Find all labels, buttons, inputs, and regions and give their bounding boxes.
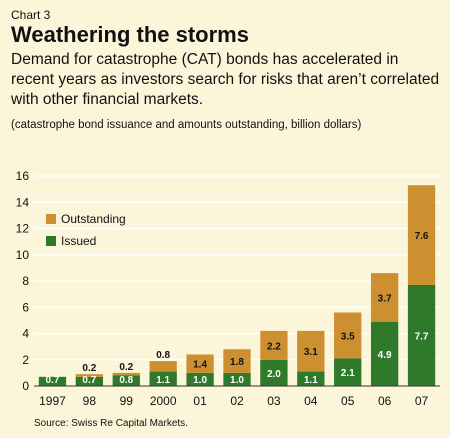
data-label-issued: 1.1 xyxy=(156,375,170,386)
bars xyxy=(38,185,436,386)
data-label-issued: 4.9 xyxy=(378,350,392,361)
bar-outstanding xyxy=(112,372,140,376)
data-labels: 0.7 0.70.20.80.21.10.81.01.41.01.82.02.21… xyxy=(46,231,429,386)
data-label-issued: 1.1 xyxy=(304,375,318,386)
x-tick-label: 99 xyxy=(120,394,134,408)
bar-issued xyxy=(75,376,104,386)
bar-issued xyxy=(370,321,399,386)
y-tick-label: 16 xyxy=(16,169,30,183)
x-tick-label: 2000 xyxy=(150,394,177,408)
x-tick-label: 05 xyxy=(341,394,355,408)
bar-outstanding xyxy=(407,185,436,285)
bar-outstanding xyxy=(149,361,177,372)
bar-issued xyxy=(38,376,67,386)
data-label-issued: 1.0 xyxy=(230,375,244,386)
data-label-outstanding: 0.8 xyxy=(156,350,170,361)
y-tick-label: 12 xyxy=(16,222,30,236)
bar-outstanding xyxy=(370,273,399,322)
y-tick-label: 2 xyxy=(22,353,29,367)
chart-title: Weathering the storms xyxy=(11,22,249,47)
bar-issued xyxy=(334,358,362,386)
data-label-outstanding: 1.4 xyxy=(193,360,207,371)
x-tick-label: 98 xyxy=(83,394,97,408)
y-tick-label: 8 xyxy=(22,274,29,288)
bar-outstanding xyxy=(260,330,288,360)
y-tick-label: 0 xyxy=(22,379,29,393)
data-label-issued: 1.0 xyxy=(193,375,207,386)
x-tick-label: 04 xyxy=(304,394,318,408)
y-tick-label: 14 xyxy=(16,195,30,209)
bar-issued xyxy=(297,371,325,386)
data-label-outstanding: 0.2 xyxy=(82,363,96,374)
data-label-outstanding: 3.1 xyxy=(304,347,318,358)
y-tick-label: 6 xyxy=(22,300,29,314)
chart-description: Demand for catastrophe (CAT) bonds has a… xyxy=(11,51,440,108)
bar-outstanding xyxy=(186,354,214,373)
bar-issued xyxy=(186,372,214,386)
bar-issued xyxy=(223,372,251,386)
x-tick-label: 06 xyxy=(378,394,392,408)
bar-outstanding xyxy=(223,349,251,373)
bar-issued xyxy=(149,371,177,386)
chart-number: Chart 3 xyxy=(11,8,51,22)
bar-outstanding xyxy=(297,330,325,372)
x-tick-label: 07 xyxy=(415,394,429,408)
bar-issued xyxy=(260,359,288,386)
x-tick-label: 1997 xyxy=(39,394,66,408)
bar-outstanding xyxy=(75,374,104,377)
data-label-outstanding: 1.8 xyxy=(230,357,244,368)
data-label-outstanding: 7.6 xyxy=(415,231,429,242)
y-tick-label: 10 xyxy=(16,248,30,262)
bar-issued xyxy=(112,375,140,386)
y-tick-label: 4 xyxy=(22,327,29,341)
data-label-issued: 2.1 xyxy=(341,368,355,379)
legend-label-outstanding: Outstanding xyxy=(61,212,126,226)
data-label-outstanding: 2.2 xyxy=(267,341,281,352)
legend-swatch-issued xyxy=(46,236,56,246)
source-note: Source: Swiss Re Capital Markets. xyxy=(34,418,188,429)
data-label-issued: 0.8 xyxy=(119,375,133,386)
x-tick-label: 01 xyxy=(193,394,207,408)
data-label-issued: 2.0 xyxy=(267,369,281,380)
chart-subtitle: (catastrophe bond issuance and amounts o… xyxy=(11,119,362,131)
data-label-issued: 0.7 xyxy=(46,375,60,386)
data-label-outstanding: 0.2 xyxy=(119,362,133,373)
data-label-outstanding: 3.5 xyxy=(341,331,355,342)
legend-label-issued: Issued xyxy=(61,234,96,248)
bar-outstanding xyxy=(334,312,362,359)
x-tick-label: 03 xyxy=(267,394,281,408)
data-label-outstanding: 3.7 xyxy=(378,293,392,304)
legend-swatch-outstanding xyxy=(46,214,56,224)
legend: Outstanding Issued xyxy=(46,212,126,248)
x-tick-label: 02 xyxy=(230,394,244,408)
bar-issued xyxy=(407,284,436,386)
data-label-issued: 0.7 xyxy=(82,375,96,386)
data-label-issued: 7.7 xyxy=(415,331,429,342)
